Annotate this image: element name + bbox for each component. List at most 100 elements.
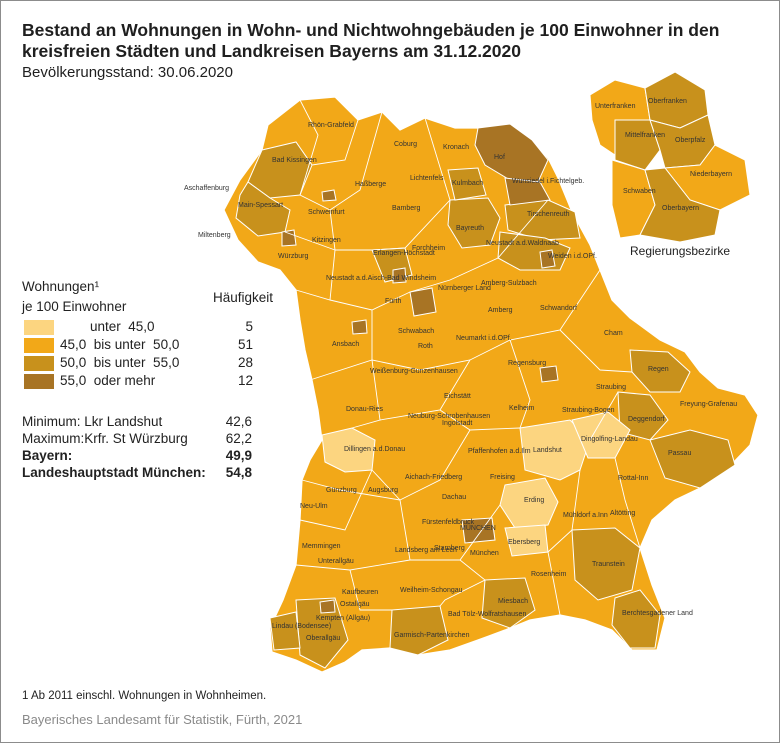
region-label: Freising <box>490 474 515 481</box>
class-under-45-areas <box>321 411 631 557</box>
region-label: München <box>470 550 499 557</box>
region-erlangen-city <box>392 267 407 284</box>
region-label: Amberg <box>488 307 513 314</box>
region-label: Kelheim <box>509 405 534 412</box>
region-label: Bad Tölz-Wolfratshausen <box>448 611 526 618</box>
region-label: Kempten (Allgäu) <box>316 615 370 622</box>
source-note: Bayerisches Landesamt für Statistik, Für… <box>22 712 303 727</box>
region-kempten-city <box>319 599 336 614</box>
region-label: Kronach <box>443 144 469 151</box>
region-label: Weilheim-Schongau <box>400 587 463 594</box>
legend-title: Wohnungen¹ je 100 Einwohner <box>22 277 126 317</box>
stat-value: 62,2 <box>225 431 252 446</box>
region-wunsiedel <box>504 177 551 206</box>
region-label: Regen <box>648 366 669 373</box>
inset-label-schwaben: Schwaben <box>623 188 656 195</box>
bavaria-outline <box>223 96 759 673</box>
inset-label-niederbayern: Niederbayern <box>690 171 732 178</box>
stat-label: Maximum:Krfr. St Würzburg <box>22 431 188 446</box>
legend-row: 50,0 bis unter 55,0 28 <box>22 355 262 373</box>
stat-minimum: Minimum: Lkr Landshut 42,6 <box>22 414 257 432</box>
legend-swatch <box>24 374 54 389</box>
region-label: Regensburg <box>508 360 546 367</box>
inset-caption: Regierungsbezirke <box>630 244 731 258</box>
region-label: Kitzingen <box>312 237 341 244</box>
region-label: Forchheim <box>412 245 445 252</box>
region-label: Schwandorf <box>540 305 577 312</box>
region-label: Straubing <box>596 384 626 391</box>
legend-swatch <box>24 356 54 371</box>
region-label: Weißenburg-Gunzenhausen <box>370 368 458 375</box>
region-label: Aichach-Friedberg <box>405 474 462 481</box>
legend-row: 55,0 oder mehr 12 <box>22 373 262 391</box>
region-label: Fürstenfeldbruck <box>422 519 475 526</box>
map-subtitle: Bevölkerungsstand: 30.06.2020 <box>22 64 233 81</box>
region-berchtesgaden <box>611 589 661 649</box>
stat-maximum: Maximum:Krfr. St Würzburg 62,2 <box>22 431 257 449</box>
region-label: Lichtenfels <box>410 175 444 182</box>
class-55-plus-areas <box>281 123 559 614</box>
region-label: Ansbach <box>332 341 359 348</box>
region-passau <box>649 429 736 489</box>
region-muenchen-city <box>461 517 496 544</box>
region-label: Freyung-Grafenau <box>680 401 737 408</box>
region-label: Passau <box>668 450 691 457</box>
stat-label: Bayern: <box>22 448 73 463</box>
legend-count: 5 <box>245 319 253 334</box>
region-label: Erlangen-Höchstadt <box>373 250 435 257</box>
region-label: Neustadt a.d.Aisch-Bad Windsheim <box>326 275 436 282</box>
region-label: Eichstätt <box>444 393 471 400</box>
legend-count: 12 <box>237 373 253 388</box>
region-label: Oberallgäu <box>306 635 340 642</box>
region-label: Augsburg <box>368 487 398 494</box>
stat-label: Minimum: Lkr Landshut <box>22 414 163 429</box>
region-label: Garmisch-Partenkirchen <box>394 632 470 639</box>
legend-title-line2: je 100 Einwohner <box>22 299 127 314</box>
region-label: Neu-Ulm <box>300 503 328 510</box>
region-label: Altötting <box>610 510 635 517</box>
region-label: Aschaffenburg <box>184 185 229 192</box>
legend-row: unter 45,0 5 <box>22 319 262 337</box>
region-dingolfing-landau <box>571 411 631 459</box>
region-label: Ebersberg <box>508 539 540 546</box>
region-traunstein <box>571 527 641 601</box>
region-label: Bayreuth <box>456 225 484 232</box>
inset-label-oberfranken: Oberfranken <box>648 98 687 105</box>
region-label: Kulmbach <box>452 180 483 187</box>
region-label: Starnberg <box>434 545 465 552</box>
legend-title-line1: Wohnungen¹ <box>22 279 100 294</box>
inset-mittelfranken <box>614 119 661 171</box>
stat-muenchen: Landeshauptstadt München: 54,8 <box>22 465 257 483</box>
region-label: Unterallgäu <box>318 558 354 565</box>
legend-label: 55,0 oder mehr <box>60 373 156 388</box>
region-label: Lindau (Bodensee) <box>272 623 331 630</box>
region-label: Neumarkt i.d.OPf. <box>456 335 512 342</box>
region-label: Deggendorf <box>628 416 665 423</box>
region-label: Roth <box>418 343 433 350</box>
region-label: Pfaffenhofen a.d.Ilm <box>468 448 531 455</box>
legend-label: 45,0 bis unter 50,0 <box>60 337 180 352</box>
region-label: Miesbach <box>498 598 528 605</box>
region-main-spessart <box>235 181 291 237</box>
inset-regierungsbezirke: Unterfranken Oberfranken Mittelfranken O… <box>589 71 751 243</box>
map-title: Bestand an Wohnungen in Wohn- und Nichtw… <box>22 20 720 61</box>
region-label: Schwabach <box>398 328 434 335</box>
region-label: Ostallgäu <box>340 601 370 608</box>
region-label: Coburg <box>394 141 417 148</box>
stat-value: 42,6 <box>225 414 252 429</box>
region-label: Schweinfurt <box>308 209 345 216</box>
inset-label-mittelfranken: Mittelfranken <box>625 132 665 139</box>
region-label: MÜNCHEN <box>460 524 496 532</box>
legend-count-header: Häufigkeit <box>213 290 274 305</box>
inset-label-oberpfalz: Oberpfalz <box>675 137 706 144</box>
region-label: Weiden i.d.OPf. <box>548 253 597 260</box>
region-label: Landshut <box>533 447 562 454</box>
region-label: Cham <box>604 330 623 337</box>
region-label: Landsberg am Lech <box>395 547 457 554</box>
region-weiden-city <box>539 249 556 269</box>
region-label: Hof <box>494 154 505 161</box>
inset-label-oberbayern: Oberbayern <box>662 205 699 212</box>
region-label: Haßberge <box>355 181 386 188</box>
legend-count: 28 <box>237 355 253 370</box>
